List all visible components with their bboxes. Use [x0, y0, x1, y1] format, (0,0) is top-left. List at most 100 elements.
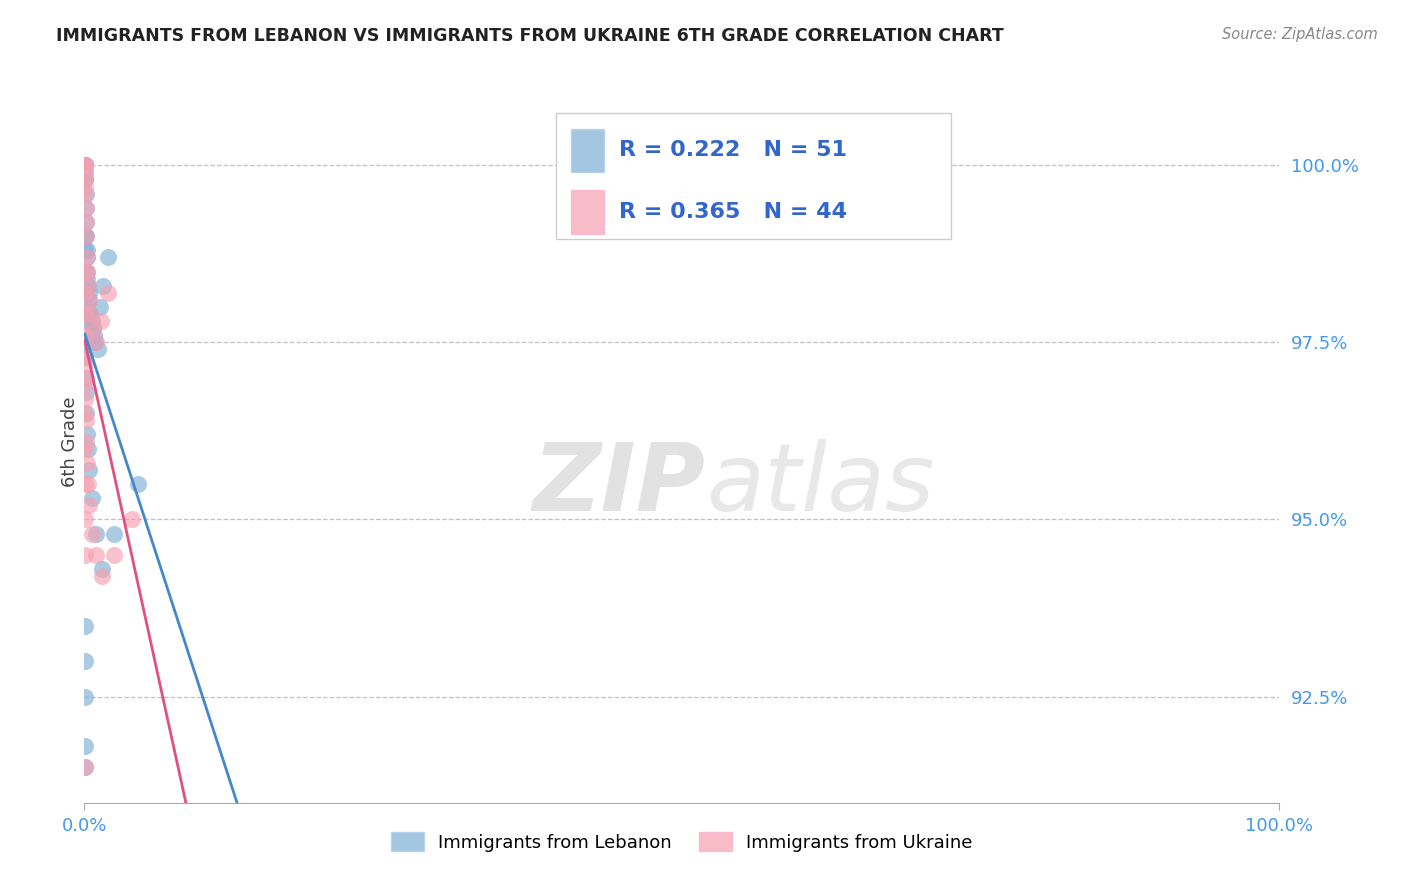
Point [103, 526, 125, 541]
Point [76, 427, 98, 442]
Point [73, 350, 96, 364]
Point [73, 548, 96, 562]
Point [73, 186, 96, 201]
Point [73, 350, 96, 364]
Point [77, 293, 100, 307]
Point [90, 314, 112, 328]
Point [73, 654, 96, 668]
Point [77, 278, 100, 293]
Point [73, 377, 96, 392]
Point [73, 158, 96, 172]
Point [75, 229, 97, 244]
Point [77, 278, 100, 293]
Point [77, 285, 100, 300]
Bar [571, 191, 605, 234]
Point [75, 229, 97, 244]
Point [73, 158, 96, 172]
Point [73, 172, 96, 186]
Point [73, 165, 96, 179]
Point [121, 512, 143, 526]
Point [76, 251, 98, 265]
Point [91, 562, 114, 576]
Text: ZIP: ZIP [533, 439, 706, 531]
Text: IMMIGRANTS FROM LEBANON VS IMMIGRANTS FROM UKRAINE 6TH GRADE CORRELATION CHART: IMMIGRANTS FROM LEBANON VS IMMIGRANTS FR… [56, 27, 1004, 45]
Point [73, 477, 96, 491]
Point [73, 264, 96, 278]
Point [73, 406, 96, 420]
Point [77, 293, 100, 307]
Text: Source: ZipAtlas.com: Source: ZipAtlas.com [1222, 27, 1378, 42]
FancyBboxPatch shape [557, 112, 950, 239]
Point [82, 321, 104, 335]
Point [77, 442, 100, 456]
Text: R = 0.365   N = 44: R = 0.365 N = 44 [619, 202, 846, 222]
Point [73, 172, 96, 186]
Point [80, 491, 103, 506]
Point [77, 498, 100, 512]
Point [73, 314, 96, 328]
Point [73, 165, 96, 179]
Point [83, 328, 105, 343]
Point [75, 215, 97, 229]
Point [86, 526, 108, 541]
Point [84, 335, 107, 350]
Point [75, 434, 97, 449]
Point [75, 201, 97, 215]
Point [75, 406, 97, 420]
Y-axis label: 6th Grade: 6th Grade [62, 396, 80, 487]
Point [73, 158, 96, 172]
Point [73, 371, 96, 385]
Point [75, 201, 97, 215]
Point [76, 251, 98, 265]
Point [73, 229, 96, 244]
Point [73, 442, 96, 456]
Point [97, 285, 120, 300]
Point [82, 321, 104, 335]
Point [73, 335, 96, 350]
Point [86, 548, 108, 562]
Legend: Immigrants from Lebanon, Immigrants from Ukraine: Immigrants from Lebanon, Immigrants from… [384, 825, 980, 859]
Point [73, 158, 96, 172]
Point [127, 477, 149, 491]
Point [73, 158, 96, 172]
Point [73, 739, 96, 753]
Point [80, 314, 103, 328]
Point [76, 264, 98, 278]
Point [73, 690, 96, 704]
Point [75, 413, 97, 427]
Point [77, 477, 100, 491]
Point [73, 244, 96, 258]
Point [73, 264, 96, 278]
Point [79, 307, 101, 321]
Point [77, 463, 100, 477]
Point [73, 307, 96, 321]
Bar [571, 128, 605, 172]
Text: R = 0.222   N = 51: R = 0.222 N = 51 [619, 140, 846, 161]
Point [73, 158, 96, 172]
Point [73, 328, 96, 343]
Point [73, 512, 96, 526]
Point [73, 285, 96, 300]
Point [75, 384, 97, 399]
Point [93, 278, 115, 293]
Point [73, 618, 96, 632]
Point [89, 300, 111, 314]
Point [73, 285, 96, 300]
Point [73, 357, 96, 371]
Point [76, 264, 98, 278]
Point [73, 760, 96, 774]
Point [86, 335, 108, 350]
Point [75, 215, 97, 229]
Point [73, 172, 96, 186]
Point [73, 158, 96, 172]
Point [73, 300, 96, 314]
Point [79, 307, 101, 321]
Text: atlas: atlas [706, 440, 934, 531]
Point [86, 343, 108, 357]
Point [97, 251, 120, 265]
Point [75, 186, 97, 201]
Point [73, 179, 96, 194]
Point [91, 569, 114, 583]
Point [73, 760, 96, 774]
Point [103, 548, 125, 562]
